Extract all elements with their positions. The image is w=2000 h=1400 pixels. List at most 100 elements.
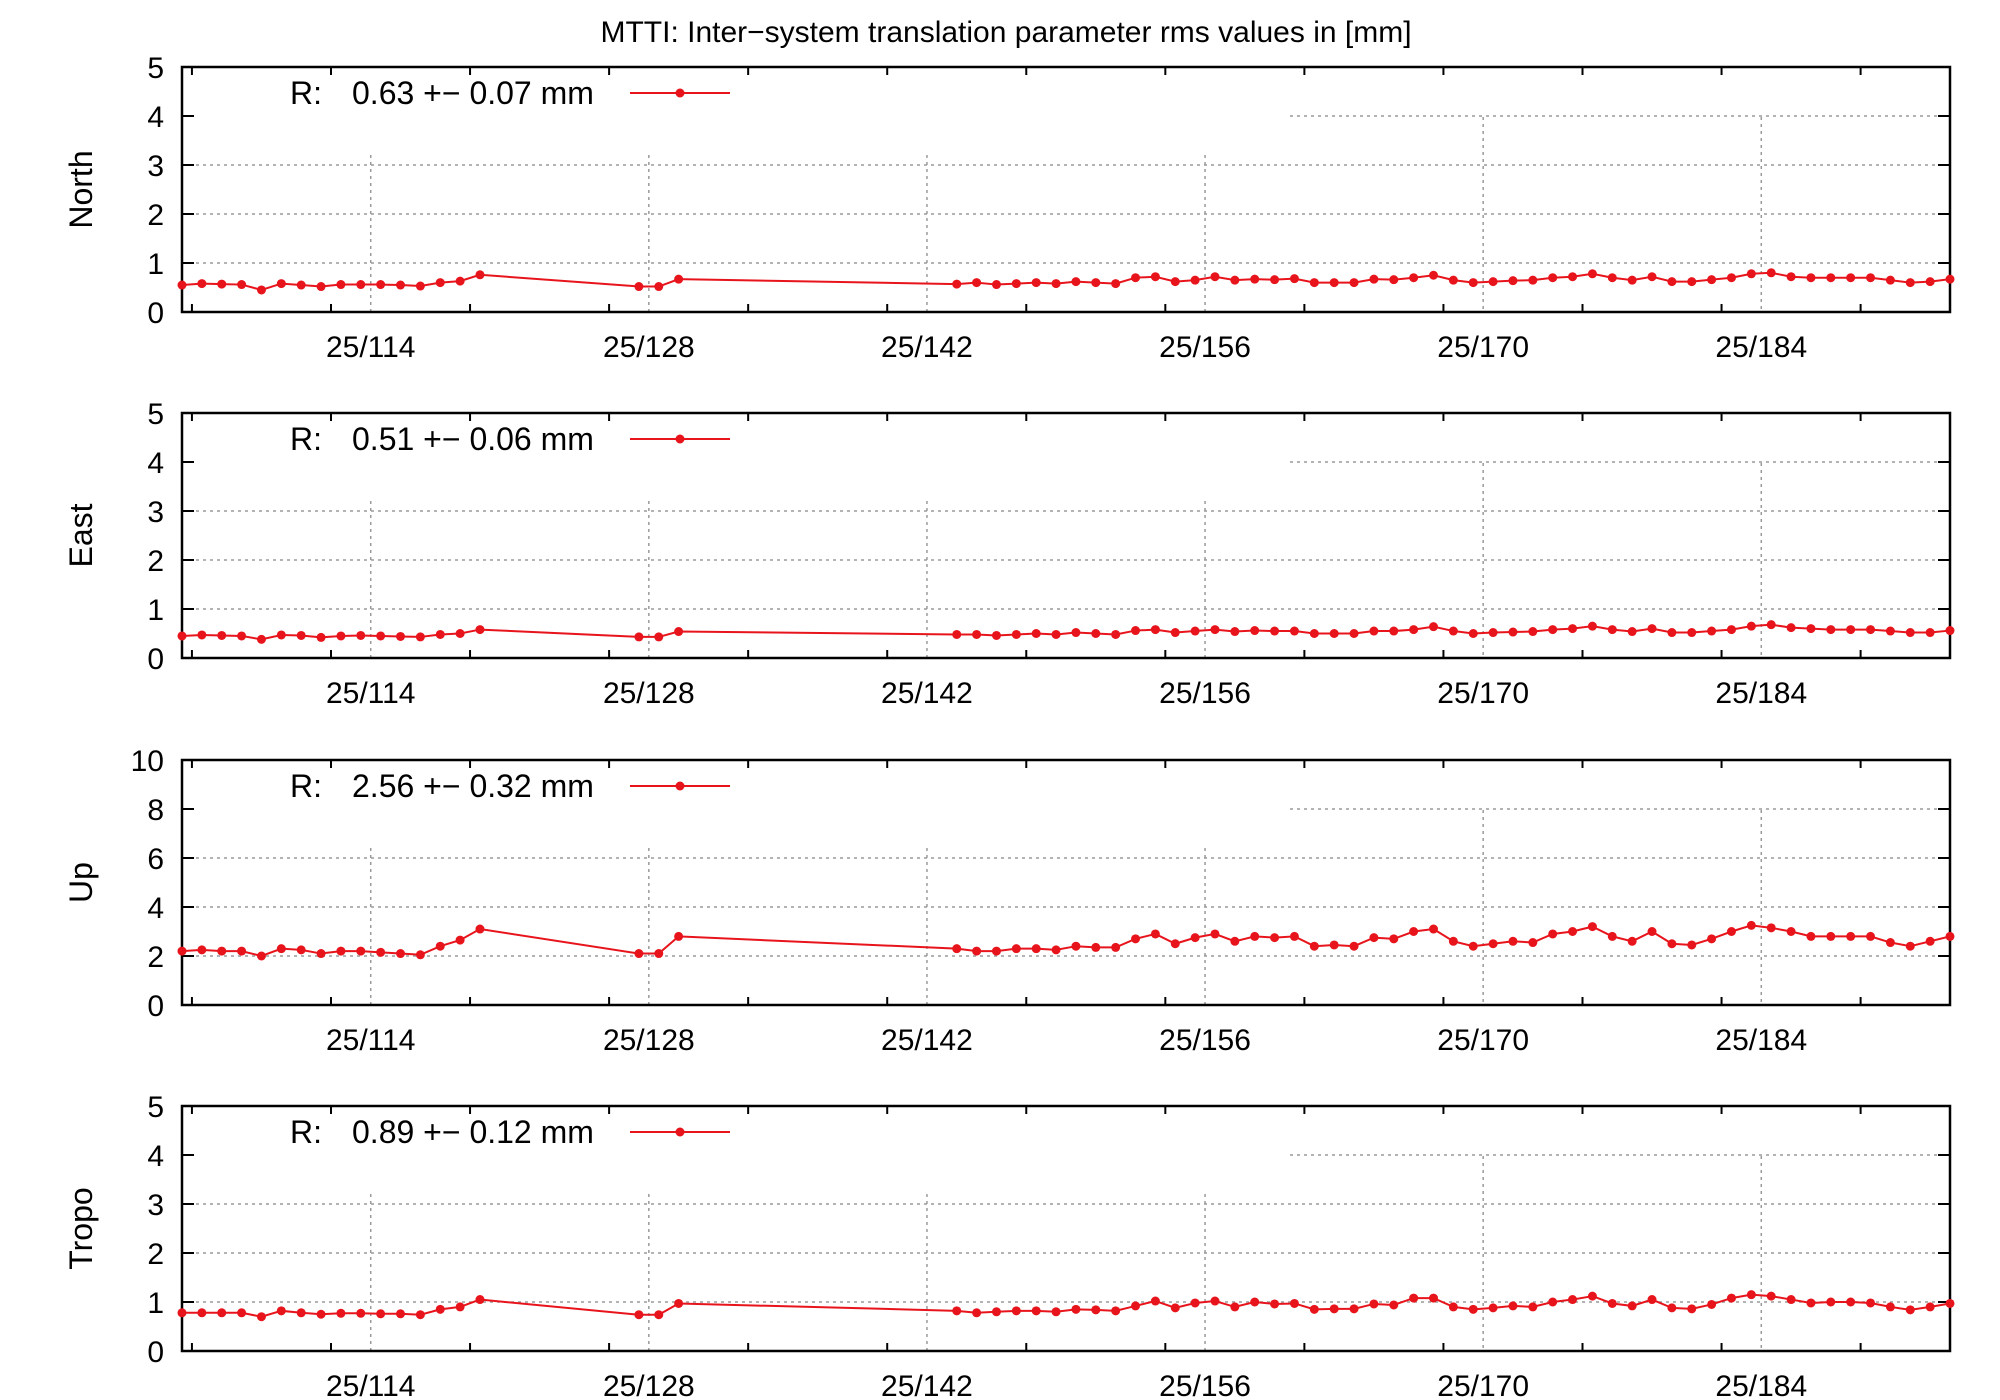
data-point (634, 1310, 644, 1320)
data-point (237, 631, 247, 641)
x-tick-label: 25/142 (881, 1024, 973, 1057)
x-tick-label: 25/128 (603, 331, 695, 364)
x-tick-label: 25/170 (1437, 1370, 1529, 1400)
data-point (1329, 940, 1339, 950)
y-tick-label: 5 (147, 398, 164, 431)
data-point (1627, 936, 1637, 946)
data-point (1806, 931, 1816, 941)
x-tick-label: 25/156 (1159, 677, 1251, 710)
data-point (376, 1309, 386, 1319)
data-point (415, 1310, 425, 1320)
panel-tropo: 0 1 2 3 4 5 25/114 25/128 25/142 25/156 25/170 25/1… (63, 1091, 1955, 1400)
data-point (1429, 622, 1439, 632)
data-point (1031, 1306, 1041, 1316)
y-tick-label: 6 (147, 843, 164, 876)
x-tick-label: 25/128 (603, 677, 695, 710)
y-tick-label: 0 (147, 990, 164, 1023)
data-point (1150, 1296, 1160, 1306)
data-point (396, 631, 406, 641)
data-point (1607, 273, 1617, 283)
data-point (952, 279, 962, 289)
data-point (1309, 278, 1319, 288)
data-point (1528, 627, 1538, 637)
data-point (1707, 626, 1717, 636)
data-point (1448, 275, 1458, 285)
plot-frame (180, 411, 1952, 660)
data-point (1289, 274, 1299, 284)
y-tick-label: 4 (147, 1140, 164, 1173)
legend-label: R: (290, 421, 322, 457)
data-point (1607, 1298, 1617, 1308)
data-point (1329, 278, 1339, 288)
data-point (634, 949, 644, 959)
data-point (316, 632, 326, 642)
data-point (1289, 626, 1299, 636)
data-point (1190, 933, 1200, 943)
data-point (1131, 934, 1141, 944)
data-point (654, 949, 664, 959)
data-point (1866, 931, 1876, 941)
data-point (217, 1308, 227, 1318)
data-point (1488, 1303, 1498, 1313)
data-point (1587, 269, 1597, 279)
data-point (1409, 273, 1419, 283)
data-point (1111, 942, 1121, 952)
data-point (1766, 1291, 1776, 1301)
data-point (1409, 625, 1419, 635)
data-point (1885, 938, 1895, 948)
data-point (654, 1310, 664, 1320)
y-tick-label: 3 (147, 1189, 164, 1222)
data-point (1786, 623, 1796, 633)
data-point (1389, 1300, 1399, 1310)
data-point (1369, 933, 1379, 943)
data-point (1448, 626, 1458, 636)
data-point (1528, 938, 1538, 948)
data-point (1687, 940, 1697, 950)
data-point (1707, 934, 1717, 944)
data-point (296, 280, 306, 290)
legend-value: 0.63 +− 0.07 mm (352, 75, 594, 111)
legend-value: 0.89 +− 0.12 mm (352, 1114, 594, 1150)
data-point (1607, 931, 1617, 941)
data-point (1806, 273, 1816, 283)
data-point (177, 946, 187, 956)
x-tick-label: 25/114 (326, 677, 416, 710)
data-point (475, 625, 485, 635)
data-point (1329, 1304, 1339, 1314)
data-point (1349, 941, 1359, 951)
data-point (336, 280, 346, 290)
y-axis-label: Up (63, 862, 99, 903)
data-point (1746, 920, 1756, 930)
data-point (197, 279, 207, 289)
data-point (455, 629, 465, 638)
data-point (1866, 1298, 1876, 1308)
y-tick-label: 2 (147, 545, 164, 578)
data-point (1548, 273, 1558, 283)
data-point (1647, 624, 1657, 634)
data-point (1190, 626, 1200, 636)
data-point (1409, 927, 1419, 936)
data-point (1846, 931, 1856, 941)
data-point (1270, 275, 1280, 285)
data-point (1786, 927, 1796, 936)
data-point (1289, 931, 1299, 941)
data-point (237, 1308, 247, 1318)
data-point (1051, 629, 1061, 639)
data-point (475, 1295, 485, 1305)
data-point (1667, 939, 1677, 949)
data-point (1091, 942, 1101, 952)
data-point (1587, 1291, 1597, 1301)
series-line (182, 1293, 1951, 1318)
x-tick-label: 25/156 (1159, 1370, 1251, 1400)
data-point (991, 1307, 1001, 1317)
data-point (1468, 278, 1478, 288)
plot-frame (180, 65, 1952, 314)
data-point (356, 946, 366, 956)
data-point (276, 279, 286, 289)
data-point (237, 280, 247, 290)
data-point (1150, 929, 1160, 939)
data-point (1866, 273, 1876, 283)
data-point (1011, 944, 1021, 954)
data-point (1627, 275, 1637, 285)
